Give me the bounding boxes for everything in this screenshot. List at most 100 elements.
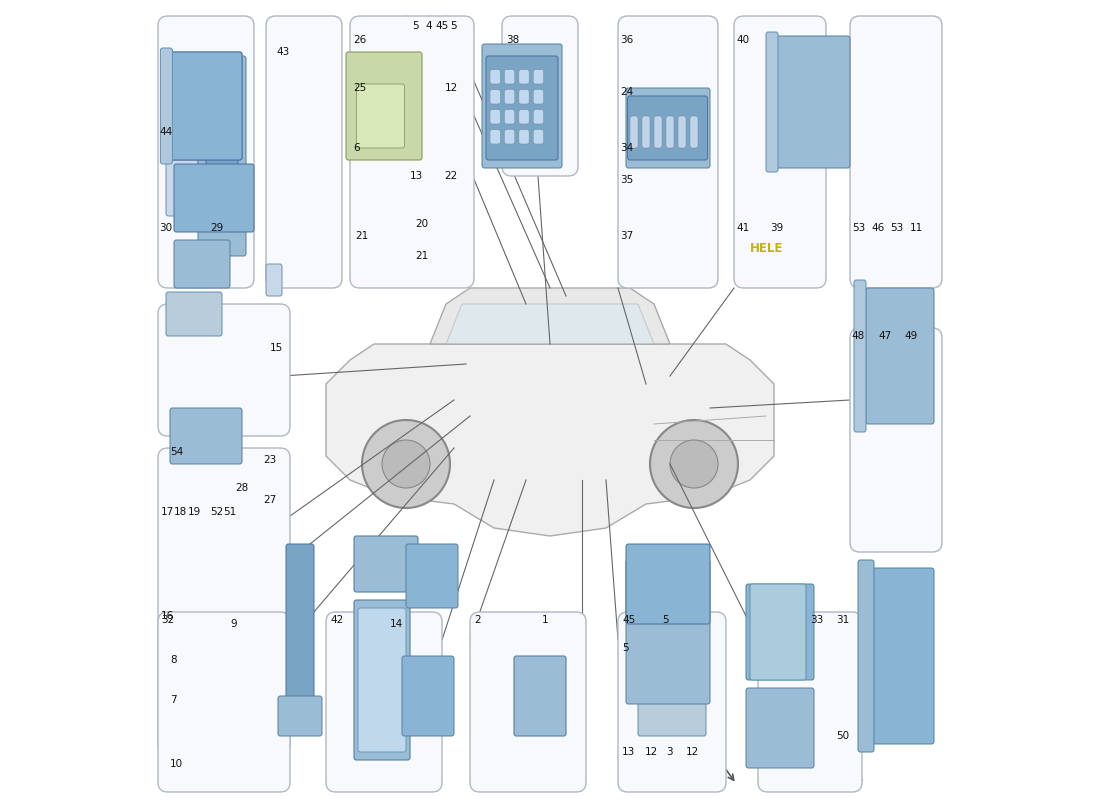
FancyBboxPatch shape [198,56,246,256]
Polygon shape [430,288,670,344]
Text: 13: 13 [410,171,424,181]
FancyBboxPatch shape [266,16,342,288]
FancyBboxPatch shape [174,164,254,232]
FancyBboxPatch shape [490,70,500,84]
FancyBboxPatch shape [766,32,778,172]
FancyBboxPatch shape [266,264,282,296]
FancyBboxPatch shape [346,52,422,160]
FancyBboxPatch shape [170,408,242,464]
Text: 5: 5 [621,643,628,653]
Text: 51: 51 [223,507,236,517]
FancyBboxPatch shape [356,84,405,148]
FancyBboxPatch shape [158,16,254,288]
FancyBboxPatch shape [854,280,866,432]
Text: 7: 7 [170,695,177,705]
FancyBboxPatch shape [758,612,862,792]
FancyBboxPatch shape [514,656,566,736]
Text: Since 1993: Since 1993 [431,357,669,475]
Text: 34: 34 [620,143,634,153]
FancyBboxPatch shape [618,16,718,288]
Circle shape [650,420,738,508]
Text: 18: 18 [174,507,187,517]
FancyBboxPatch shape [746,688,814,768]
Circle shape [382,440,430,488]
Text: 20: 20 [416,219,429,229]
Text: 21: 21 [355,231,368,241]
FancyBboxPatch shape [490,130,500,144]
FancyBboxPatch shape [534,70,543,84]
FancyBboxPatch shape [630,116,638,148]
Text: 11: 11 [910,223,923,233]
FancyBboxPatch shape [505,110,515,124]
FancyBboxPatch shape [626,560,710,704]
Text: 16: 16 [161,611,174,621]
FancyBboxPatch shape [519,70,529,84]
Text: 21: 21 [416,251,429,261]
Text: 10: 10 [170,759,183,769]
Text: HELE: HELE [750,242,783,254]
FancyBboxPatch shape [486,56,558,160]
Text: 6: 6 [353,143,360,153]
Text: 32: 32 [162,615,175,625]
FancyBboxPatch shape [734,16,826,288]
Text: 39: 39 [770,223,783,233]
Text: 46: 46 [871,223,884,233]
Text: 45: 45 [621,615,636,625]
Text: 40: 40 [736,35,749,45]
FancyBboxPatch shape [402,656,454,736]
FancyBboxPatch shape [519,110,529,124]
Text: 38: 38 [506,35,519,45]
FancyBboxPatch shape [502,16,578,176]
Text: 29: 29 [210,223,223,233]
Text: 37: 37 [620,231,634,241]
Text: 15: 15 [270,343,284,353]
FancyBboxPatch shape [858,560,874,752]
Text: 8: 8 [170,655,177,665]
FancyBboxPatch shape [666,116,674,148]
Text: 12: 12 [444,83,458,93]
Text: 4: 4 [426,21,432,30]
Text: 24: 24 [620,87,634,97]
Text: 47: 47 [878,331,891,341]
FancyBboxPatch shape [158,612,290,792]
FancyBboxPatch shape [158,304,290,436]
FancyBboxPatch shape [166,292,222,336]
Text: 48: 48 [851,331,865,341]
Polygon shape [446,304,654,344]
Text: 12: 12 [686,747,700,757]
FancyBboxPatch shape [626,544,710,624]
Text: 23: 23 [264,455,277,465]
FancyBboxPatch shape [505,70,515,84]
FancyBboxPatch shape [534,110,543,124]
Text: 42: 42 [330,615,343,625]
Text: 52: 52 [210,507,223,517]
FancyBboxPatch shape [490,90,500,104]
Text: 26: 26 [353,35,366,45]
FancyBboxPatch shape [354,600,410,760]
Text: 30: 30 [160,223,173,233]
Text: 41: 41 [736,223,750,233]
Circle shape [670,440,718,488]
Text: 12: 12 [645,747,658,757]
Text: 54: 54 [170,447,184,457]
Text: 14: 14 [390,619,404,629]
FancyBboxPatch shape [326,612,442,792]
FancyBboxPatch shape [866,288,934,424]
Text: 49: 49 [904,331,917,341]
FancyBboxPatch shape [866,568,934,744]
Polygon shape [326,344,774,536]
Text: 2: 2 [474,615,481,625]
FancyBboxPatch shape [654,116,662,148]
FancyBboxPatch shape [519,90,529,104]
FancyBboxPatch shape [750,584,806,680]
FancyBboxPatch shape [406,544,458,608]
FancyBboxPatch shape [505,90,515,104]
Text: 53: 53 [852,223,866,233]
Text: 31: 31 [836,615,849,625]
FancyBboxPatch shape [774,36,850,168]
Text: 35: 35 [620,175,634,185]
FancyBboxPatch shape [166,52,242,160]
FancyBboxPatch shape [638,640,706,736]
FancyBboxPatch shape [519,130,529,144]
FancyBboxPatch shape [534,90,543,104]
